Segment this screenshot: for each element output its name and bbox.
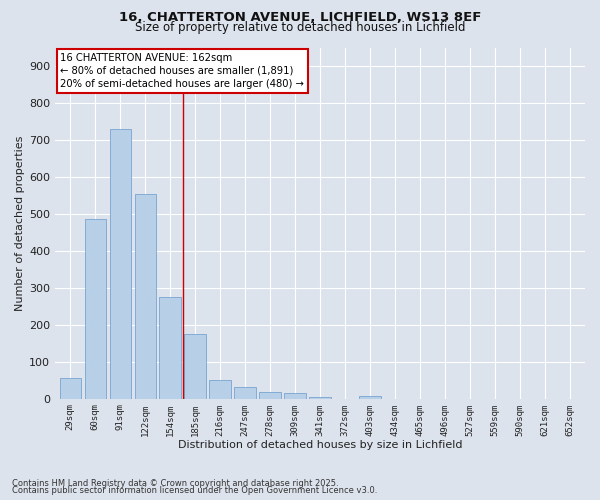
Bar — [134, 194, 156, 398]
Y-axis label: Number of detached properties: Number of detached properties — [15, 136, 25, 311]
Bar — [359, 396, 380, 398]
Text: 16, CHATTERTON AVENUE, LICHFIELD, WS13 8EF: 16, CHATTERTON AVENUE, LICHFIELD, WS13 8… — [119, 11, 481, 24]
X-axis label: Distribution of detached houses by size in Lichfield: Distribution of detached houses by size … — [178, 440, 463, 450]
Bar — [235, 387, 256, 398]
Text: Contains public sector information licensed under the Open Government Licence v3: Contains public sector information licen… — [12, 486, 377, 495]
Text: Contains HM Land Registry data © Crown copyright and database right 2025.: Contains HM Land Registry data © Crown c… — [12, 478, 338, 488]
Bar — [310, 397, 331, 398]
Bar — [110, 129, 131, 398]
Text: 16 CHATTERTON AVENUE: 162sqm
← 80% of detached houses are smaller (1,891)
20% of: 16 CHATTERTON AVENUE: 162sqm ← 80% of de… — [61, 53, 304, 89]
Bar — [59, 378, 81, 398]
Bar — [85, 220, 106, 398]
Bar — [184, 334, 206, 398]
Bar — [209, 380, 231, 398]
Bar — [259, 392, 281, 398]
Text: Size of property relative to detached houses in Lichfield: Size of property relative to detached ho… — [135, 21, 465, 34]
Bar — [160, 297, 181, 398]
Bar — [284, 393, 306, 398]
